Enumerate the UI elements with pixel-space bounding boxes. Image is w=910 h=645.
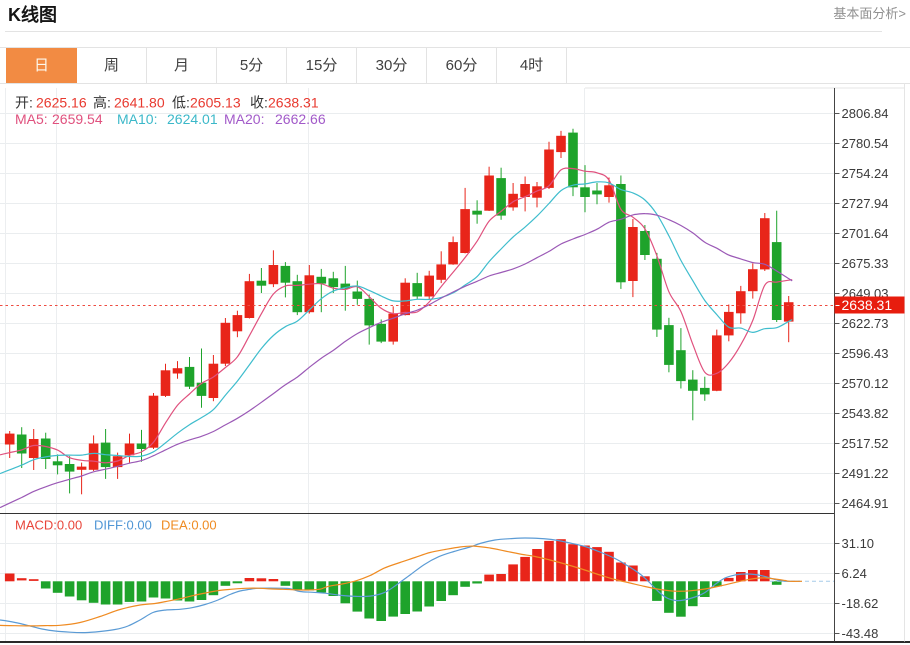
svg-text:2625.16: 2625.16 [36, 95, 87, 111]
svg-text:2780.54: 2780.54 [842, 136, 889, 151]
svg-text:2638.31: 2638.31 [268, 95, 319, 111]
svg-text:2754.24: 2754.24 [842, 166, 889, 181]
svg-text:收:: 收: [250, 95, 268, 111]
svg-text:31.10: 31.10 [842, 536, 875, 551]
svg-text:2662.66: 2662.66 [275, 111, 326, 127]
svg-text:2543.82: 2543.82 [842, 406, 889, 421]
svg-text:DIFF:0.00: DIFF:0.00 [94, 518, 152, 533]
svg-text:2491.22: 2491.22 [842, 466, 889, 481]
svg-text:低:: 低: [172, 95, 190, 111]
svg-text:DEA:0.00: DEA:0.00 [161, 518, 217, 533]
svg-text:MA20:: MA20: [224, 111, 264, 127]
svg-text:2570.12: 2570.12 [842, 376, 889, 391]
svg-text:2675.33: 2675.33 [842, 256, 889, 271]
svg-text:开:: 开: [15, 95, 33, 111]
svg-text:MACD:0.00: MACD:0.00 [15, 518, 82, 533]
svg-text:2596.43: 2596.43 [842, 346, 889, 361]
svg-text:2806.84: 2806.84 [842, 106, 889, 121]
svg-text:-18.62: -18.62 [842, 596, 879, 611]
svg-text:2638.31: 2638.31 [842, 297, 893, 313]
svg-text:2727.94: 2727.94 [842, 196, 889, 211]
svg-text:2701.64: 2701.64 [842, 226, 889, 241]
svg-text:2624.01: 2624.01 [167, 111, 218, 127]
svg-text:2517.52: 2517.52 [842, 436, 889, 451]
svg-text:MA5:: MA5: [15, 111, 48, 127]
svg-text:2464.91: 2464.91 [842, 496, 889, 511]
svg-text:2622.73: 2622.73 [842, 316, 889, 331]
svg-text:-43.48: -43.48 [842, 626, 879, 641]
svg-text:6.24: 6.24 [842, 566, 867, 581]
svg-text:2605.13: 2605.13 [190, 95, 241, 111]
svg-text:高:: 高: [93, 95, 111, 111]
svg-text:2659.54: 2659.54 [52, 111, 103, 127]
svg-text:2641.80: 2641.80 [114, 95, 165, 111]
svg-text:MA10:: MA10: [117, 111, 157, 127]
